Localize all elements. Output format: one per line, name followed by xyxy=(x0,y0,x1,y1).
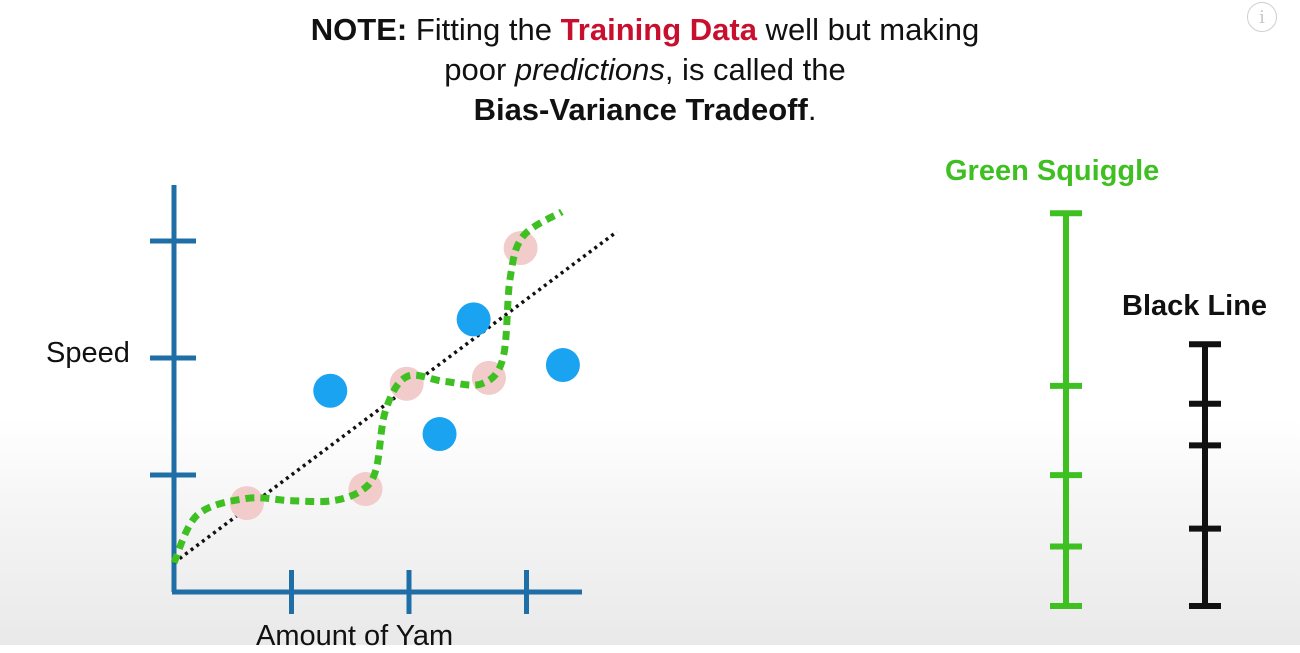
testing-point-1 xyxy=(313,373,348,408)
note-text-4: , is called the xyxy=(664,52,846,87)
note-text: NOTE: Fitting the Training Data well but… xyxy=(0,10,1290,130)
x-axis-label: Amount of Yam xyxy=(256,620,454,652)
green-squiggle-label: Green Squiggle xyxy=(945,155,1160,187)
note-highlight-training-data: Training Data xyxy=(560,12,757,47)
note-prefix: NOTE: xyxy=(310,12,408,47)
note-emphasis-predictions: predictions xyxy=(514,52,665,87)
testing-point-2 xyxy=(422,417,457,452)
note-term-bias-variance: Bias-Variance Tradeoff xyxy=(473,92,808,127)
y-axis-label: Speed xyxy=(46,337,130,369)
info-icon[interactable]: i xyxy=(1247,2,1277,32)
training-point-5 xyxy=(503,231,538,266)
green-squiggle-curve xyxy=(170,208,564,565)
note-text-2: well but making xyxy=(756,12,980,47)
testing-point-4 xyxy=(545,348,580,383)
note-text-3: poor xyxy=(444,52,515,87)
testing-point-3 xyxy=(456,302,491,337)
note-period: . xyxy=(807,92,817,127)
note-text-1: Fitting the xyxy=(407,12,561,47)
training-point-1 xyxy=(229,486,264,521)
black-line-label: Black Line xyxy=(1122,290,1268,322)
training-point-3 xyxy=(389,366,424,401)
